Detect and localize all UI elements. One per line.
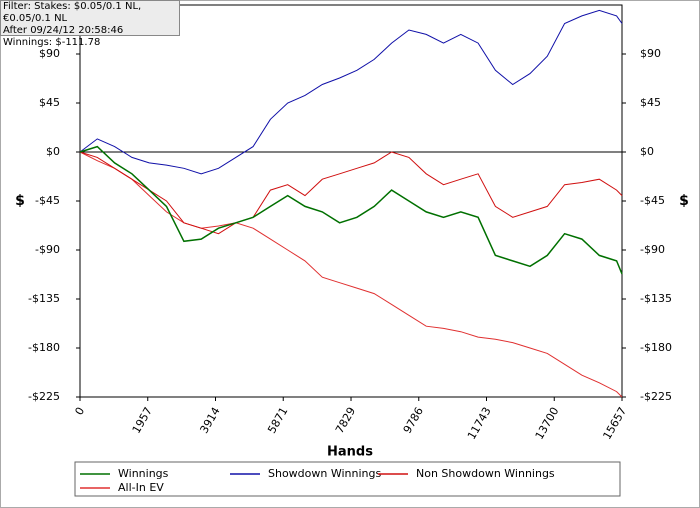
y-tick-label: -$225 [28, 390, 60, 403]
y-tick-label: -$180 [28, 341, 60, 354]
y-tick-label: $0 [46, 145, 60, 158]
annotation: Filter: Stakes: $0.05/0.1 NL,€0.05/0.1 N… [3, 1, 142, 24]
y2-tick-label: $45 [640, 96, 661, 109]
annotation: Winnings: $-111.78 [3, 37, 101, 48]
y2-tick-label: $0 [640, 145, 654, 158]
y2-tick-label: $90 [640, 47, 661, 60]
y2-tick-label: -$180 [640, 341, 672, 354]
y2-tick-label: -$90 [640, 243, 665, 256]
y2-tick-label: -$135 [640, 292, 672, 305]
y2-axis-label: $ [679, 193, 689, 209]
x-axis-label: Hands [327, 445, 373, 460]
filter-box: Filter: Stakes: $0.05/0.1 NL,€0.05/0.1 N… [0, 0, 180, 48]
legend-label: Winnings [118, 467, 169, 480]
series-line [79, 151, 623, 398]
annotation: After 09/24/12 20:58:46 [3, 25, 124, 36]
y-tick-label: -$135 [28, 292, 60, 305]
legend-label: Non Showdown Winnings [416, 467, 555, 480]
series-line [79, 151, 623, 235]
plot-area [79, 4, 623, 398]
series-line [79, 145, 623, 275]
y-axis-label: $ [15, 193, 25, 209]
y-tick-label: $90 [39, 47, 60, 60]
legend-label: Showdown Winnings [268, 467, 382, 480]
legend-box [74, 461, 621, 497]
series-line [79, 9, 623, 175]
y2-tick-label: -$45 [640, 194, 665, 207]
legend-label: All-In EV [118, 481, 164, 494]
y-tick-label: $45 [39, 96, 60, 109]
y-tick-label: -$90 [35, 243, 60, 256]
y-tick-label: -$45 [35, 194, 60, 207]
y2-tick-label: -$225 [640, 390, 672, 403]
